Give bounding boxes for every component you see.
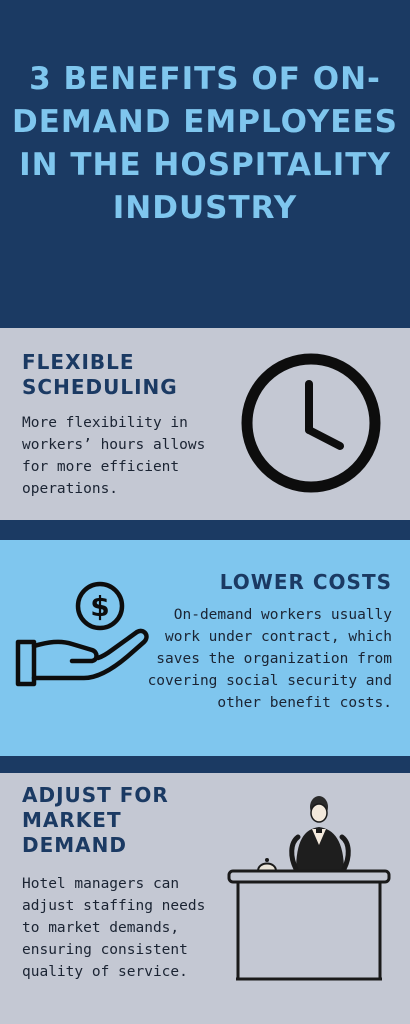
section-adjust-market-demand: ADJUST FOR MARKET DEMAND Hotel managers …	[0, 773, 410, 1024]
section-body: Hotel managers can adjust staffing needs…	[22, 876, 206, 980]
section-heading: FLEXIBLE SCHEDULING	[22, 350, 178, 399]
section-lower-costs: LOWER COSTS On-demand workers usually wo…	[0, 540, 410, 756]
clock-icon	[241, 353, 381, 493]
section-flexible-scheduling: FLEXIBLE SCHEDULING More flexibility in …	[0, 328, 410, 520]
section-heading: ADJUST FOR MARKET DEMAND	[22, 783, 169, 857]
section-body: On-demand workers usually work under con…	[147, 607, 392, 711]
concierge-desk-icon	[227, 796, 391, 981]
section-heading: LOWER COSTS	[219, 570, 392, 594]
svg-text:$: $	[90, 590, 109, 623]
money-hand-icon: $	[15, 581, 149, 687]
infographic-title: 3 BENEFITS OF ON-DEMAND EMPLOYEES IN THE…	[12, 61, 398, 226]
section-body: More flexibility in workers’ hours allow…	[22, 415, 206, 497]
header-banner: 3 BENEFITS OF ON-DEMAND EMPLOYEES IN THE…	[0, 0, 410, 328]
